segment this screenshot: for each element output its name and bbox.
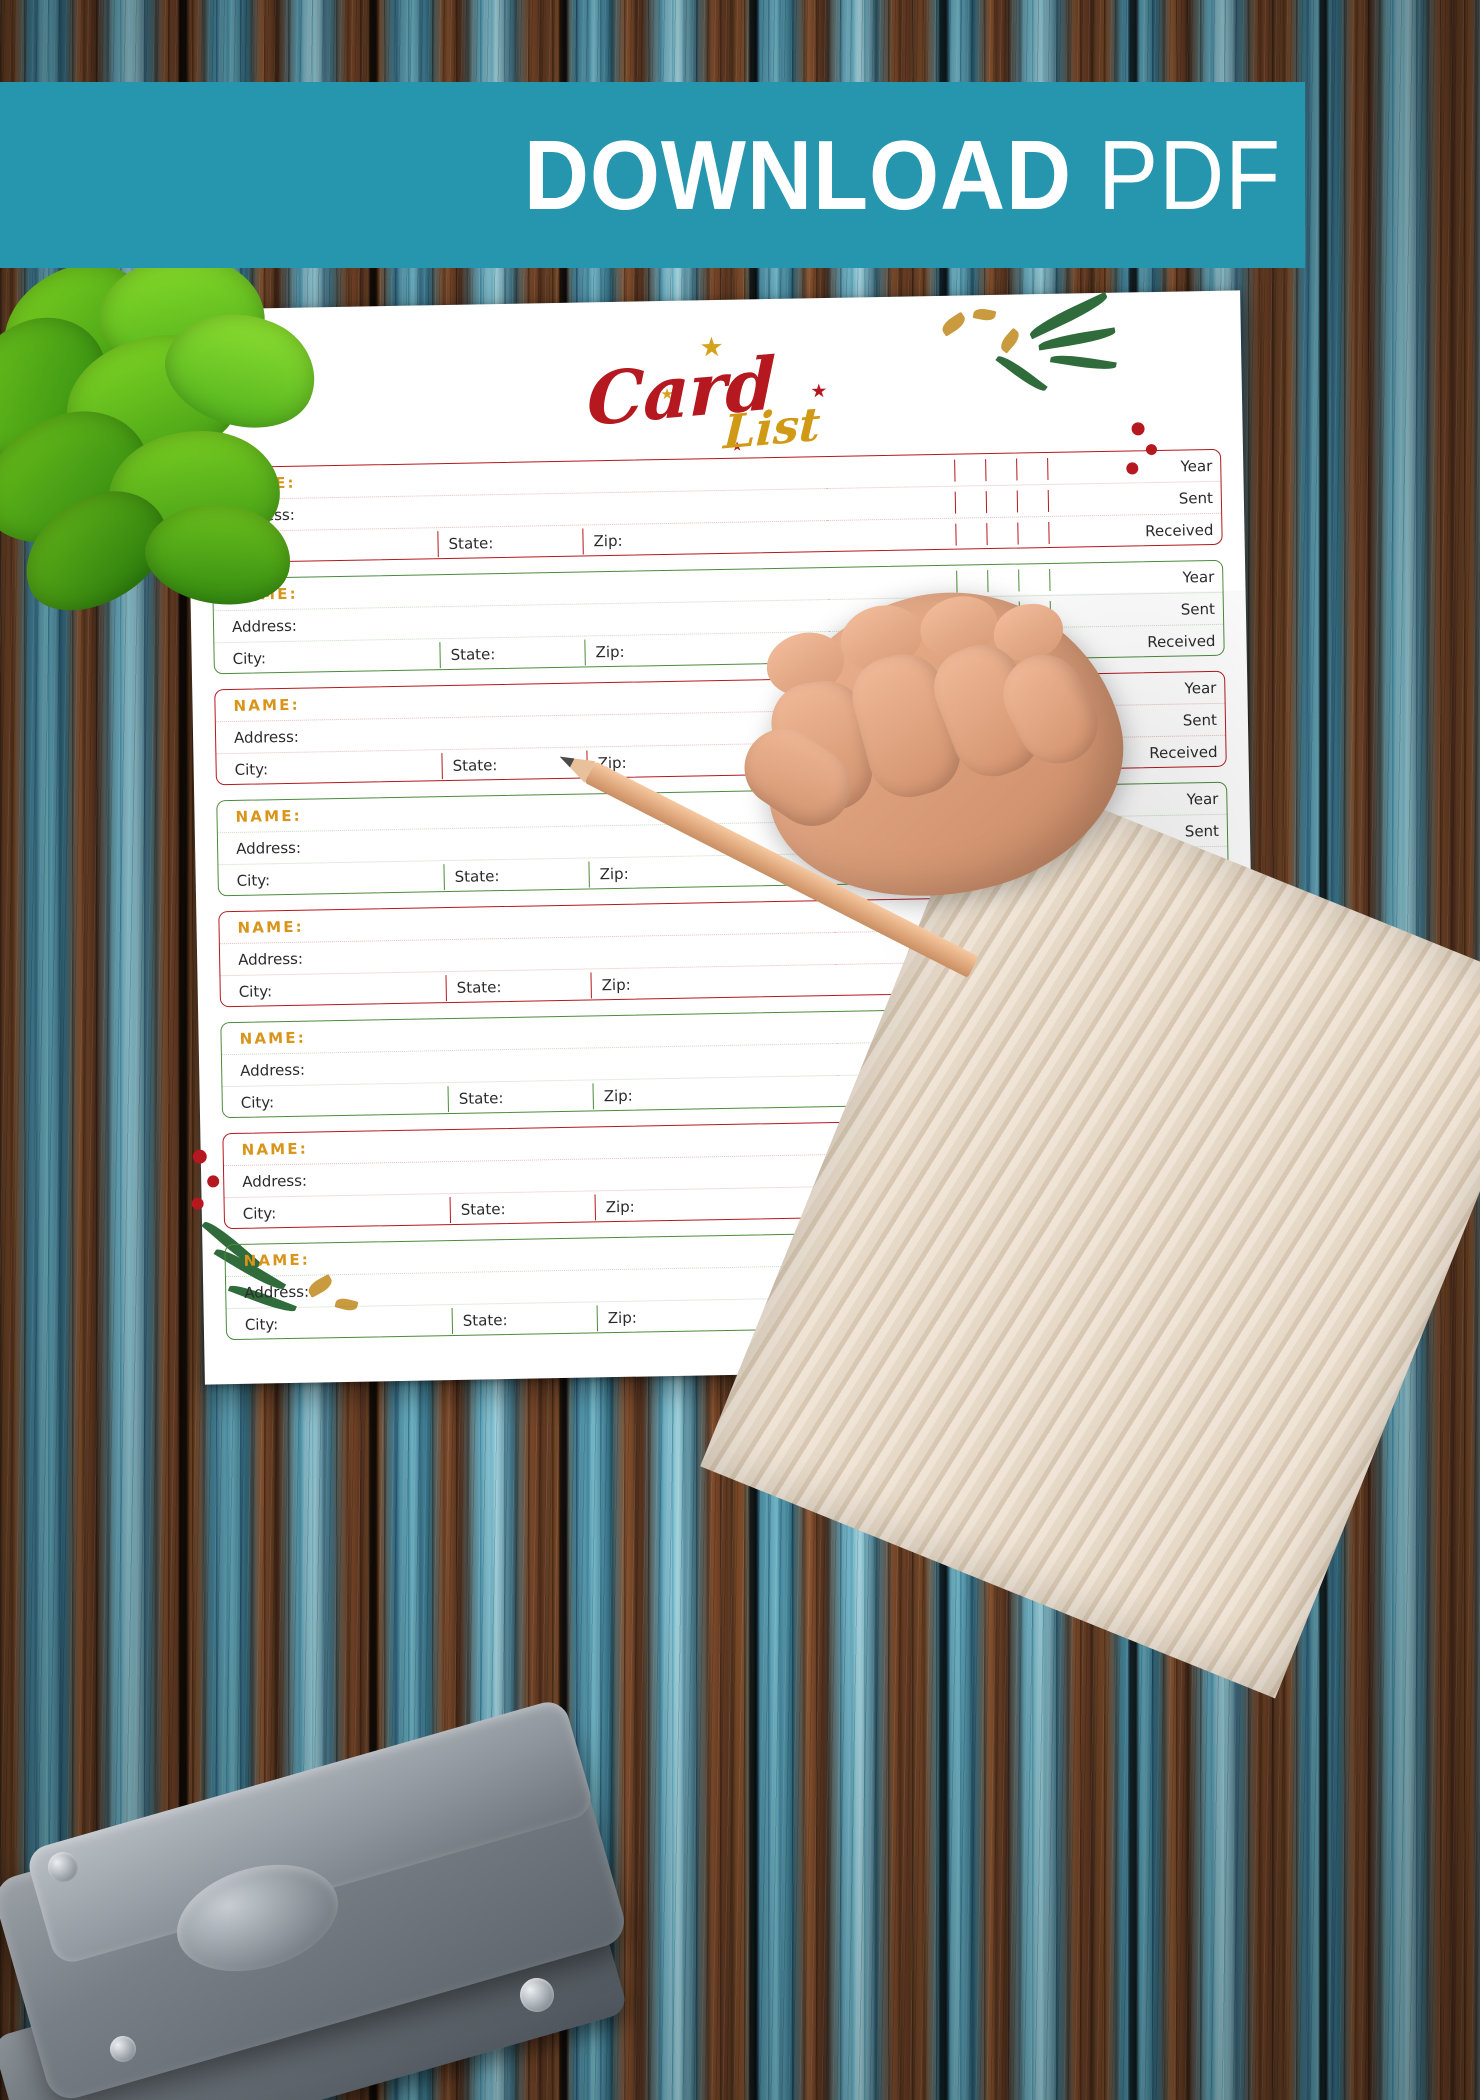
label-name: NAME: [235, 806, 303, 826]
label-zip: Zip: [594, 1193, 636, 1221]
label-state: State: [447, 1085, 504, 1113]
label-state: State: [449, 1196, 506, 1224]
label-address: Address: [244, 1282, 310, 1302]
label-city: City: [236, 871, 271, 890]
label-name: NAME: [243, 1250, 311, 1270]
label-address: Address: [233, 727, 300, 747]
received-tick-cells[interactable] [955, 516, 1080, 550]
star-icon: ★ [731, 438, 744, 454]
stapler [0, 1697, 660, 2100]
star-icon: ★ [810, 381, 828, 403]
label-city: City: [232, 649, 267, 668]
label-state: State: [443, 863, 500, 891]
sent-tick-cells[interactable] [954, 484, 1080, 518]
label-address: Address: [235, 838, 302, 858]
label-name: NAME: [237, 917, 305, 937]
label-city: City: [234, 760, 269, 779]
label-name: NAME: [241, 1139, 309, 1159]
label-year: Year [1180, 456, 1213, 476]
label-city: City: [244, 1315, 279, 1334]
label-address: Address: [242, 1171, 308, 1191]
label-received: Received [1145, 520, 1214, 541]
label-state: State: [439, 641, 496, 669]
label-zip: Zip: [592, 1082, 633, 1110]
star-icon: ★ [699, 331, 725, 363]
hand-with-pencil [554, 555, 1480, 1710]
label-city: City: [242, 1204, 277, 1223]
label-state: State: [441, 752, 498, 780]
label-state: State: [445, 974, 502, 1002]
label-state: State: [437, 530, 494, 558]
label-zip: Zip: [590, 971, 631, 999]
label-state: State: [451, 1307, 508, 1335]
download-pdf-label: DOWNLOAD PDF [524, 126, 1281, 224]
label-address: Address: [237, 949, 304, 969]
label-zip: Zip: [588, 860, 629, 888]
label-name: NAME: [239, 1028, 307, 1048]
label-address: Address: [231, 616, 298, 636]
download-pdf-banner[interactable]: DOWNLOAD PDF [0, 82, 1305, 268]
label-sent: Sent [1178, 488, 1214, 508]
label-zip: Zip: [596, 1304, 638, 1332]
label-address: Address: [240, 1060, 306, 1080]
label-zip: Zip: [582, 527, 623, 555]
label-city: City: [240, 1093, 275, 1112]
banner-light-word: PDF [1097, 120, 1281, 230]
title-word-card: Card [585, 340, 775, 443]
star-icon: ★ [660, 385, 674, 404]
banner-bold-word: DOWNLOAD [523, 120, 1072, 230]
potted-plant [0, 245, 370, 629]
row-tracking-side: Year Sent Received [826, 449, 1222, 551]
label-zip: Zip: [584, 638, 625, 666]
title-word-list: List [721, 396, 822, 460]
year-tick-cells[interactable] [954, 452, 1079, 486]
label-name: NAME: [233, 695, 300, 715]
knit-sweater-sleeve [700, 761, 1480, 1699]
label-city: City: [238, 982, 273, 1001]
